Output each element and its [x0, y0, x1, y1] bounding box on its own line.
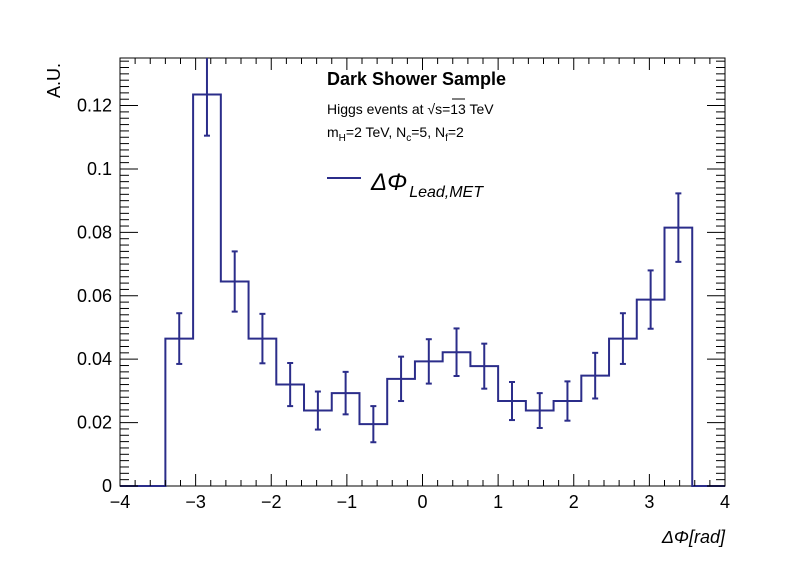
x-tick-label: 4: [720, 492, 730, 512]
y-tick-label: 0: [102, 476, 112, 496]
y-axis-title: A.U.: [44, 63, 64, 98]
legend-title: Dark Shower Sample: [327, 69, 506, 89]
x-tick-label: 0: [417, 492, 427, 512]
x-axis-ticks: −4 −3 −2 −1 0 1 2 3 4: [110, 58, 730, 512]
plot-frame: [119, 57, 726, 487]
x-tick-label: 2: [569, 492, 579, 512]
y-axis-ticks: 0 0.02 0.04 0.06 0.08 0.1 0.12: [77, 60, 725, 496]
x-axis-title: ΔΦ[rad]: [661, 527, 726, 547]
x-tick-label: 1: [493, 492, 503, 512]
legend-line-params: mH=2 TeV, Nc=5, Nf=2: [327, 124, 464, 144]
x-tick-label: −1: [337, 492, 358, 512]
x-tick-label: 3: [644, 492, 654, 512]
y-tick-label: 0.04: [77, 349, 112, 369]
y-tick-label: 0.02: [77, 413, 112, 433]
plot-frame-rect: [119, 57, 726, 487]
legend-line-energy: Higgs events at √s=13 TeV: [327, 101, 494, 117]
y-tick-label: 0.08: [77, 222, 112, 242]
y-tick-label: 0.1: [87, 159, 112, 179]
y-tick-label: 0.06: [77, 286, 112, 306]
legend-entry-label: ΔΦ Lead,MET: [370, 169, 484, 201]
x-tick-label: −4: [110, 492, 131, 512]
y-tick-label: 0.12: [77, 96, 112, 116]
x-tick-label: −2: [261, 492, 282, 512]
histogram-series: [120, 58, 725, 487]
histogram-step-line: [120, 93, 725, 487]
legend: Dark Shower Sample Higgs events at √s=13…: [327, 69, 506, 201]
x-tick-label: −3: [185, 492, 206, 512]
